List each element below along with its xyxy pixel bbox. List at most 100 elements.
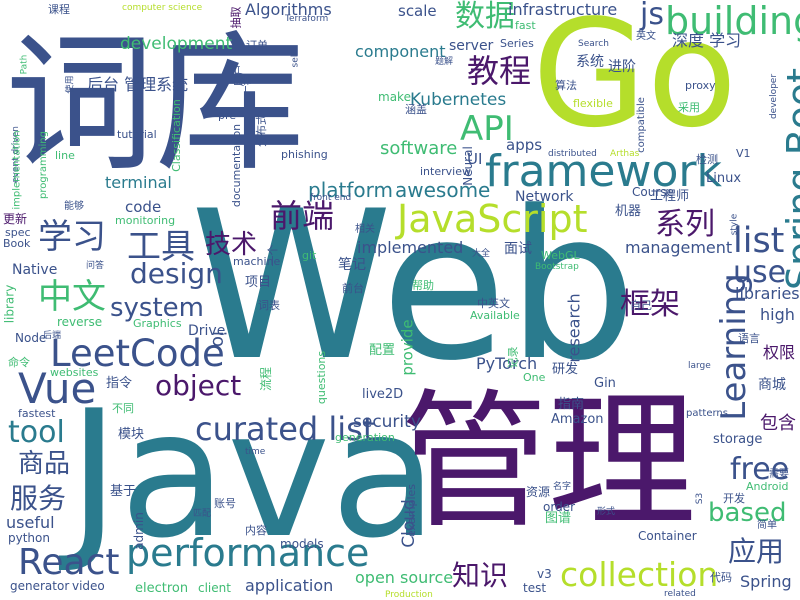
cloud-word: flexible (573, 97, 613, 110)
cloud-word: 更新 (3, 212, 28, 226)
cloud-word: API (460, 109, 514, 149)
cloud-word: 简单 (757, 520, 777, 531)
cloud-word: generator (10, 579, 70, 593)
cloud-word: security (353, 412, 421, 432)
cloud-word: 名字 (553, 482, 572, 492)
cloud-word: 大全 (472, 249, 491, 259)
cloud-word: 检测 (696, 153, 718, 166)
cloud-word: developer (769, 73, 780, 120)
cloud-word: based (708, 498, 787, 528)
cloud-word: electron (135, 581, 189, 596)
cloud-word: v3 (537, 567, 552, 581)
cloud-word: Arthas (610, 149, 640, 159)
cloud-word: phishing (281, 148, 328, 161)
cloud-word: PyTorch (476, 354, 538, 373)
cloud-word: Go (532, 0, 738, 160)
cloud-word: 面试 (504, 241, 532, 257)
cloud-word: related (664, 589, 696, 599)
cloud-word: provide (398, 319, 417, 376)
cloud-word: code (125, 198, 162, 216)
cloud-word: collection (560, 555, 719, 594)
cloud-word: patterns (686, 408, 728, 419)
cloud-word: 项目 (245, 275, 272, 290)
cloud-word: JavaScript (397, 197, 588, 241)
cloud-word: make (378, 90, 411, 104)
cloud-word: terminal (105, 173, 172, 192)
cloud-word: WebGL (541, 249, 580, 262)
cloud-word: 形式 (597, 507, 616, 517)
cloud-word: programming (37, 131, 49, 199)
cloud-word: Android (746, 480, 789, 493)
cloud-word: implemented (357, 238, 464, 257)
cloud-word: Spring (740, 572, 792, 591)
cloud-word: 机器 (615, 204, 642, 219)
cloud-word: 深度 学习 (672, 31, 742, 50)
cloud-word: distributed (548, 149, 597, 159)
cloud-word: monitoring (115, 214, 176, 227)
cloud-word: 指南 (558, 397, 585, 412)
cloud-word: tool (8, 415, 65, 450)
cloud-word: generation (335, 431, 395, 444)
cloud-word: 技术 (205, 230, 258, 260)
cloud-word: 框架 (620, 287, 680, 322)
cloud-word: Vue (18, 364, 97, 413)
cloud-word: Bootstrap (535, 262, 579, 272)
cloud-word: 工程师 (650, 189, 690, 204)
cloud-word: Book (3, 237, 31, 250)
cloud-word: 商城 (758, 377, 786, 393)
cloud-word: 学习 (38, 217, 106, 257)
cloud-word: 订单 (246, 39, 268, 52)
cloud-word: computer science (122, 3, 203, 13)
cloud-word: admin (131, 512, 146, 550)
cloud-word: performance (126, 531, 370, 575)
cloud-word: 前端 (270, 197, 335, 235)
cloud-word: Path (19, 54, 30, 75)
cloud-word: 研发 (552, 362, 579, 377)
cloud-word: software (380, 138, 458, 159)
cloud-word: open source (355, 568, 454, 587)
cloud-word: 流程 (259, 366, 274, 392)
cloud-word: Terraform (285, 14, 329, 24)
cloud-word: storage (713, 432, 763, 447)
cloud-word: websites (50, 366, 99, 379)
cloud-word: Gin (594, 376, 616, 391)
cloud-word: list (733, 221, 785, 261)
cloud-word: building (665, 0, 800, 43)
cloud-word: documentation (230, 123, 244, 208)
cloud-word: 能够 (64, 201, 84, 212)
cloud-word: 系统 (576, 54, 604, 70)
cloud-word: curated list (195, 410, 376, 448)
cloud-word: 包含 (760, 413, 796, 434)
cloud-word: 分布式 (255, 114, 268, 147)
cloud-word: fast (515, 19, 536, 32)
cloud-word: research (564, 293, 584, 363)
cloud-word: Drive (188, 323, 226, 339)
cloud-word: models (280, 537, 324, 551)
cloud-word: design (130, 257, 223, 290)
cloud-word: 笔记 (338, 257, 366, 273)
cloud-word: scale (398, 2, 437, 20)
cloud-word: management (625, 238, 733, 257)
cloud-word: 资源 (526, 485, 551, 499)
cloud-word: python (8, 531, 50, 545)
cloud-word: LeetCode (50, 332, 225, 375)
cloud-word: 自己 (630, 299, 652, 312)
cloud-word: client (198, 581, 231, 595)
cloud-word: component (355, 42, 446, 61)
cloud-word: compatible (635, 97, 647, 153)
cloud-word: Amazon (551, 412, 604, 427)
cloud-word: 商品 (18, 449, 71, 479)
cloud-word: 课程 (48, 3, 70, 16)
cloud-word: self (290, 51, 301, 68)
cloud-word: 相关 (355, 224, 375, 235)
cloud-word: S3 (695, 492, 706, 505)
cloud-word: infrastructure (508, 0, 618, 19)
cloud-word: UI (467, 150, 483, 168)
cloud-word: 涵盖 (405, 103, 427, 116)
cloud-word: apps (506, 136, 543, 154)
cloud-word: platform (308, 178, 393, 202)
cloud-word: js (640, 0, 664, 32)
cloud-word: Production (385, 590, 433, 600)
cloud-word: style (729, 213, 740, 236)
